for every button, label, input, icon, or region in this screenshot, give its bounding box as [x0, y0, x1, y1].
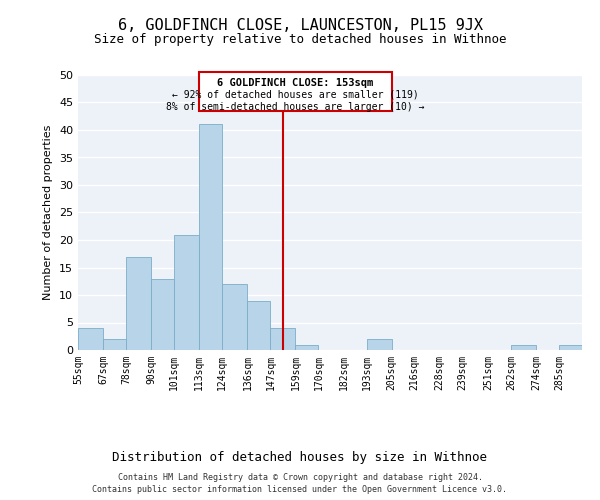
Text: 8% of semi-detached houses are larger (10) →: 8% of semi-detached houses are larger (1…: [166, 102, 425, 112]
Bar: [271, 328, 295, 350]
Text: Contains HM Land Registry data © Crown copyright and database right 2024.: Contains HM Land Registry data © Crown c…: [118, 473, 482, 482]
Text: 6, GOLDFINCH CLOSE, LAUNCESTON, PL15 9JX: 6, GOLDFINCH CLOSE, LAUNCESTON, PL15 9JX: [118, 18, 482, 32]
Bar: [151, 278, 174, 350]
Bar: [511, 344, 536, 350]
Text: ← 92% of detached houses are smaller (119): ← 92% of detached houses are smaller (11…: [172, 90, 419, 100]
Text: Contains public sector information licensed under the Open Government Licence v3: Contains public sector information licen…: [92, 484, 508, 494]
Bar: [126, 256, 151, 350]
Bar: [295, 344, 319, 350]
Bar: [222, 284, 247, 350]
Text: Distribution of detached houses by size in Withnoe: Distribution of detached houses by size …: [113, 451, 487, 464]
Bar: [199, 72, 392, 111]
Bar: [199, 124, 222, 350]
Text: Size of property relative to detached houses in Withnoe: Size of property relative to detached ho…: [94, 32, 506, 46]
Text: 6 GOLDFINCH CLOSE: 153sqm: 6 GOLDFINCH CLOSE: 153sqm: [217, 78, 374, 88]
Bar: [559, 344, 582, 350]
Bar: [78, 328, 103, 350]
Y-axis label: Number of detached properties: Number of detached properties: [43, 125, 53, 300]
Bar: [367, 339, 392, 350]
Bar: [103, 339, 126, 350]
Bar: [247, 300, 271, 350]
Bar: [174, 234, 199, 350]
